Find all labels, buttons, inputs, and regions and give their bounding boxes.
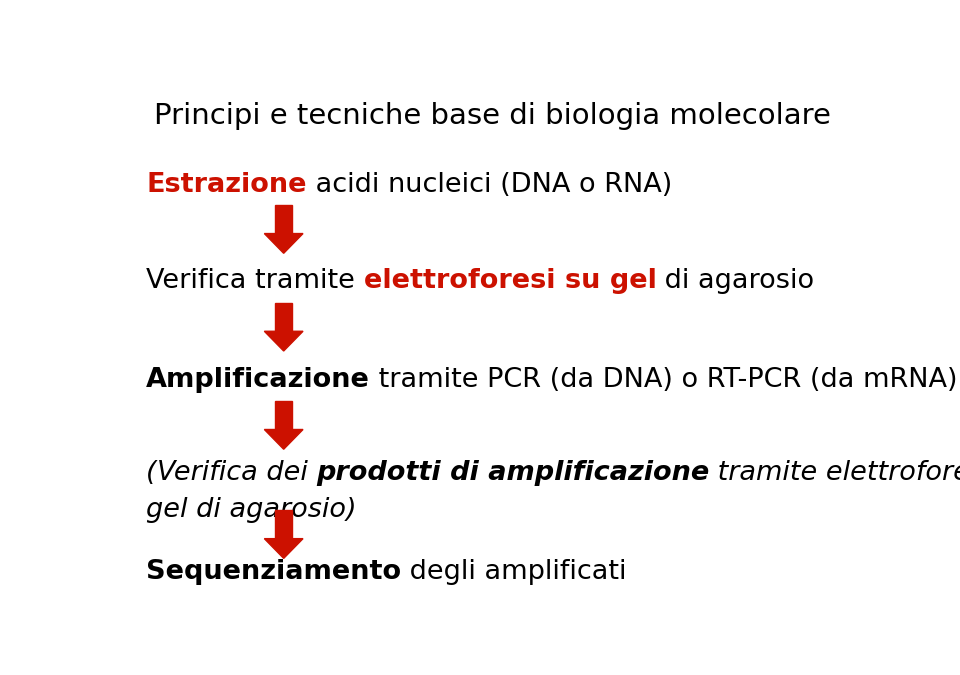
Text: gel di agarosio: gel di agarosio [146, 497, 346, 523]
Text: Estrazione: Estrazione [146, 172, 306, 198]
FancyBboxPatch shape [276, 510, 292, 539]
Polygon shape [264, 429, 303, 450]
Text: Principi e tecniche base di biologia molecolare: Principi e tecniche base di biologia mol… [154, 102, 830, 130]
Text: Amplificazione: Amplificazione [146, 367, 370, 393]
Polygon shape [264, 234, 303, 253]
Text: Verifica dei: Verifica dei [156, 460, 316, 487]
Text: elettroforesi su gel: elettroforesi su gel [364, 268, 657, 294]
Text: tramite PCR (da DNA) o RT-PCR (da mRNA): tramite PCR (da DNA) o RT-PCR (da mRNA) [370, 367, 957, 393]
Text: acidi nucleici (DNA o RNA): acidi nucleici (DNA o RNA) [306, 172, 672, 198]
Text: prodotti di amplificazione: prodotti di amplificazione [316, 460, 709, 487]
Text: Verifica tramite: Verifica tramite [146, 268, 364, 294]
Polygon shape [264, 331, 303, 351]
Text: (: ( [146, 460, 156, 487]
Polygon shape [264, 539, 303, 558]
Text: di agarosio: di agarosio [657, 268, 814, 294]
Text: degli amplificati: degli amplificati [401, 559, 627, 585]
FancyBboxPatch shape [276, 302, 292, 331]
FancyBboxPatch shape [276, 401, 292, 429]
FancyBboxPatch shape [276, 205, 292, 234]
Text: ): ) [346, 497, 357, 523]
Text: tramite elettroforesi su: tramite elettroforesi su [709, 460, 960, 487]
Text: Sequenziamento: Sequenziamento [146, 559, 401, 585]
